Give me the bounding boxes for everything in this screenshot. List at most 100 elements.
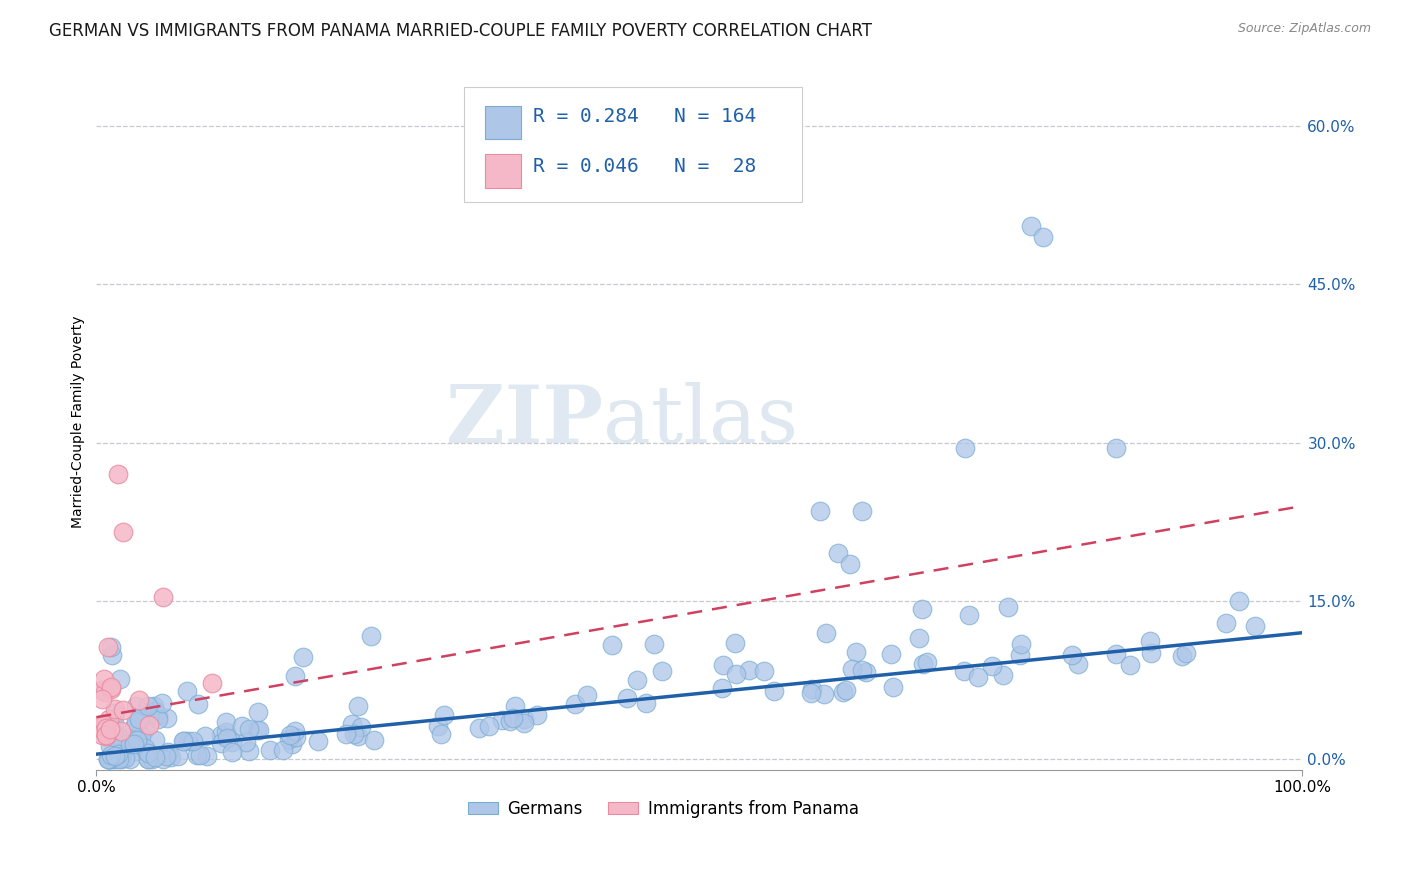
Point	[93, 719, 115, 733]
Point	[103, 723, 125, 738]
Point	[97, 640, 120, 654]
Point	[200, 676, 222, 690]
Point	[173, 734, 195, 748]
Point	[1062, 648, 1084, 663]
Point	[159, 750, 181, 764]
Point	[503, 699, 526, 714]
Point	[349, 720, 371, 734]
Point	[120, 737, 142, 751]
Point	[176, 684, 198, 698]
Point	[186, 748, 208, 763]
Point	[97, 752, 120, 766]
Point	[108, 731, 131, 745]
Point	[600, 638, 623, 652]
Point	[100, 648, 122, 662]
Point	[343, 727, 366, 741]
Point	[125, 715, 148, 730]
Point	[231, 719, 253, 733]
Point	[651, 665, 673, 679]
Point	[478, 719, 501, 733]
Point	[634, 696, 657, 710]
Text: R = 0.284   N = 164: R = 0.284 N = 164	[533, 107, 756, 126]
Point	[845, 645, 868, 659]
Point	[141, 752, 163, 766]
Point	[91, 720, 114, 734]
Point	[278, 731, 301, 746]
Point	[108, 750, 131, 764]
Point	[564, 698, 586, 712]
Point	[107, 747, 129, 761]
Point	[1139, 646, 1161, 660]
Point	[134, 741, 156, 756]
Point	[100, 748, 122, 763]
Point	[143, 749, 166, 764]
Point	[499, 714, 522, 728]
Point	[491, 714, 513, 728]
Point	[1227, 593, 1250, 607]
Point	[155, 749, 177, 764]
Point	[91, 683, 114, 698]
Point	[246, 705, 269, 719]
Point	[724, 636, 747, 650]
Point	[94, 717, 117, 731]
Point	[124, 720, 146, 734]
Point	[136, 752, 159, 766]
Point	[194, 729, 217, 743]
Point	[427, 719, 450, 733]
Point	[801, 681, 824, 696]
Point	[808, 504, 831, 518]
Point	[91, 728, 114, 742]
Point	[108, 672, 131, 686]
Point	[94, 685, 117, 699]
Point	[93, 672, 115, 686]
Point	[526, 708, 548, 723]
Point	[94, 728, 117, 742]
Point	[335, 727, 357, 741]
Point	[172, 733, 194, 747]
Point	[575, 688, 598, 702]
Point	[138, 746, 160, 760]
Point	[146, 712, 169, 726]
FancyBboxPatch shape	[485, 105, 520, 139]
Point	[957, 607, 980, 622]
Point	[98, 712, 121, 726]
Point	[1104, 441, 1126, 455]
Point	[882, 680, 904, 694]
Point	[188, 747, 211, 762]
Point	[827, 547, 849, 561]
Point	[97, 752, 120, 766]
Point	[1243, 619, 1265, 633]
Point	[215, 731, 238, 746]
Point	[150, 696, 173, 710]
Point	[468, 721, 491, 735]
Point	[101, 751, 124, 765]
Point	[710, 681, 733, 696]
Point	[855, 665, 877, 679]
Point	[110, 752, 132, 766]
Point	[281, 737, 304, 751]
Point	[273, 743, 295, 757]
Point	[800, 686, 823, 700]
Text: GERMAN VS IMMIGRANTS FROM PANAMA MARRIED-COUPLE FAMILY POVERTY CORRELATION CHART: GERMAN VS IMMIGRANTS FROM PANAMA MARRIED…	[49, 22, 872, 40]
Point	[104, 748, 127, 763]
Point	[104, 752, 127, 766]
Point	[128, 714, 150, 728]
Point	[152, 590, 174, 604]
Point	[1170, 649, 1192, 664]
Point	[100, 680, 122, 694]
Point	[725, 667, 748, 681]
Point	[110, 723, 132, 738]
Legend: Germans, Immigrants from Panama: Germans, Immigrants from Panama	[461, 793, 866, 824]
Point	[100, 681, 122, 696]
Point	[105, 731, 128, 745]
Point	[138, 752, 160, 766]
Point	[107, 467, 129, 482]
Point	[1019, 219, 1042, 233]
Point	[246, 723, 269, 738]
Point	[167, 748, 190, 763]
Point	[991, 668, 1014, 682]
Point	[980, 659, 1002, 673]
Point	[94, 721, 117, 735]
Point	[209, 728, 232, 742]
Point	[280, 728, 302, 742]
